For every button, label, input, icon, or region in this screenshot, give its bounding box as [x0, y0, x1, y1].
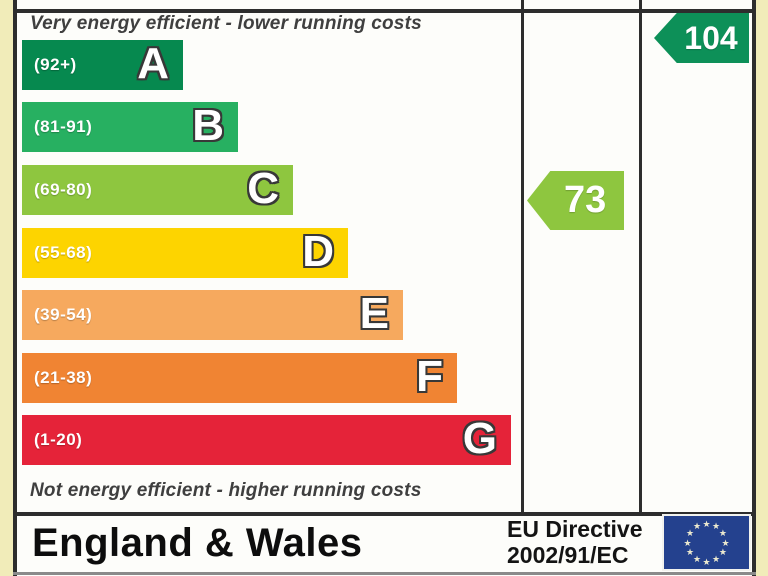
- eu-directive-label: EU Directive 2002/91/EC: [507, 516, 657, 568]
- eu-flag-star: ★: [718, 528, 727, 538]
- eu-flag-star: ★: [692, 553, 702, 564]
- column-divider-potential: [639, 0, 642, 516]
- eu-directive-line1: EU Directive: [507, 516, 643, 542]
- potential-rating-arrow: 104: [654, 13, 749, 63]
- frame-border-left: [13, 0, 17, 576]
- band-b-letter: B: [192, 101, 224, 151]
- eu-flag-star: ★: [721, 537, 730, 548]
- band-g-letter: G: [462, 414, 497, 464]
- current-rating-value: 73: [564, 179, 607, 221]
- band-c: (69-80) C: [22, 165, 293, 215]
- band-a: (92+) A: [22, 40, 183, 90]
- band-f: (21-38) F: [22, 353, 457, 403]
- eu-flag-star: ★: [683, 537, 692, 548]
- band-d-range: (55-68): [34, 243, 93, 262]
- band-e: (39-54) E: [22, 290, 403, 340]
- band-c-letter: C: [247, 164, 279, 214]
- caption-very-efficient: Very energy efficient - lower running co…: [30, 13, 422, 34]
- band-d: (55-68) D: [22, 228, 348, 278]
- band-d-letter: D: [302, 227, 334, 277]
- frame-line-bottom: [13, 572, 756, 575]
- current-rating-arrow: 73: [527, 171, 624, 230]
- band-b-range: (81-91): [34, 117, 93, 136]
- frame-line-footer: [13, 512, 756, 516]
- band-c-range: (69-80): [34, 180, 93, 199]
- eu-flag-star: ★: [711, 521, 721, 532]
- band-g: (1-20) G: [22, 415, 511, 465]
- band-a-letter: A: [137, 39, 169, 89]
- eu-flag-star: ★: [718, 547, 727, 557]
- certificate-paper: [17, 0, 752, 576]
- potential-rating-value: 104: [684, 19, 738, 56]
- band-e-letter: E: [359, 289, 389, 339]
- frame-line-top: [13, 9, 756, 13]
- footer-region-label: England & Wales: [32, 521, 363, 565]
- caption-not-efficient: Not energy efficient - higher running co…: [30, 480, 422, 501]
- band-f-letter: F: [416, 352, 443, 402]
- eu-flag-star: ★: [685, 528, 695, 538]
- eu-flag-star: ★: [692, 521, 702, 532]
- eu-flag-star: ★: [711, 553, 721, 564]
- band-e-range: (39-54): [34, 305, 93, 324]
- frame-border-right: [752, 0, 756, 576]
- eu-flag-star: ★: [702, 518, 711, 529]
- eu-flag-star: ★: [685, 547, 695, 557]
- band-b: (81-91) B: [22, 102, 238, 152]
- eu-flag-star: ★: [702, 556, 711, 567]
- eu-directive-line2: 2002/91/EC: [507, 542, 629, 568]
- eu-flag-icon: ★ ★ ★ ★ ★ ★ ★ ★ ★ ★ ★ ★: [662, 514, 751, 571]
- band-g-range: (1-20): [34, 430, 83, 449]
- band-a-range: (92+): [34, 55, 77, 74]
- band-f-range: (21-38): [34, 368, 93, 387]
- column-divider-current: [521, 0, 524, 516]
